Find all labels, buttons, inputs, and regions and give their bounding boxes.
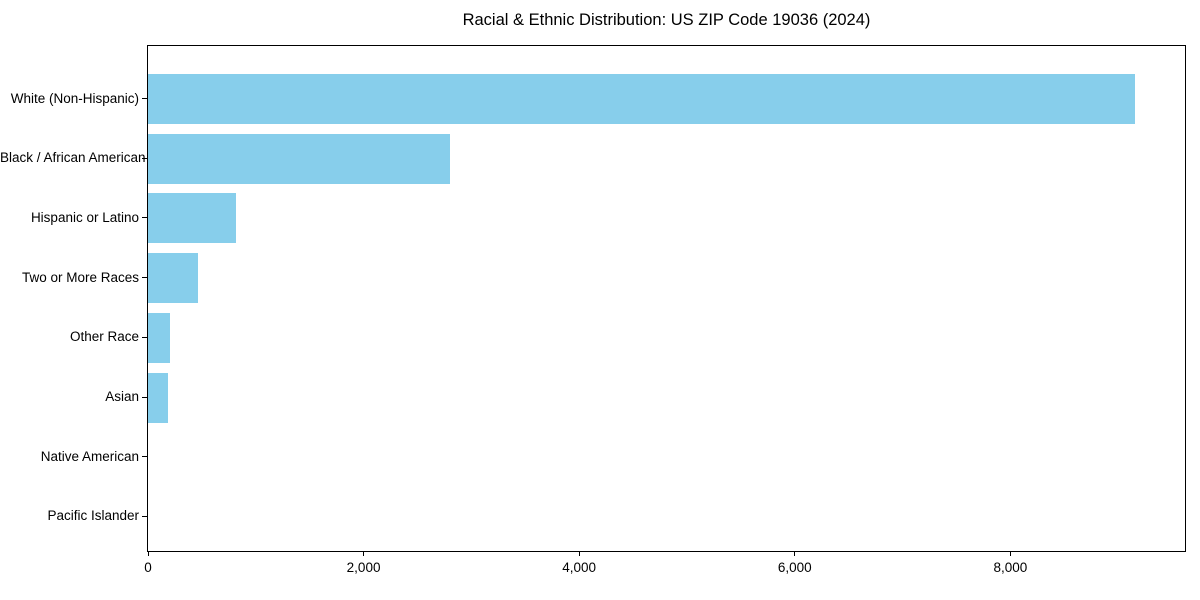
y-tick-mark (142, 217, 147, 219)
bar-other-race (148, 312, 171, 363)
y-tick-mark (142, 515, 147, 517)
y-tick-label: Native American (40, 448, 139, 464)
y-tick-label: Other Race (69, 329, 139, 345)
bar-hispanic-or-latino (148, 193, 236, 244)
x-tick-mark (578, 552, 580, 556)
x-tick-label: 8,000 (993, 560, 1028, 575)
x-tick-label: 0 (144, 560, 152, 575)
y-tick-label: Asian (105, 389, 139, 404)
y-tick-label: Hispanic or Latino (30, 209, 139, 225)
plot-area (147, 45, 1186, 552)
y-tick-mark (142, 336, 147, 338)
x-tick-mark (363, 552, 365, 556)
x-tick-mark (1009, 552, 1011, 556)
bar-black-african-american (148, 133, 450, 184)
bar-white-non-hispanic (148, 74, 1136, 124)
x-tick-label: 2,000 (346, 560, 381, 575)
x-tick-label: 4,000 (562, 560, 597, 575)
y-tick-mark (142, 396, 147, 398)
x-tick-mark (147, 552, 149, 556)
y-tick-mark (142, 277, 147, 279)
y-tick-label: White (Non-Hispanic) (10, 90, 139, 106)
bar-two-or-more-races (148, 253, 198, 304)
x-tick-mark (794, 552, 796, 556)
chart-title: Racial & Ethnic Distribution: US ZIP Cod… (462, 11, 871, 29)
y-tick-label: Black / African American (0, 150, 146, 166)
bar-asian (148, 372, 169, 423)
x-tick-label: 6,000 (777, 560, 812, 575)
y-tick-mark (142, 456, 147, 458)
y-tick-mark (142, 157, 147, 159)
y-tick-label: Two or More Races (21, 269, 139, 285)
y-tick-label: Pacific Islander (47, 508, 139, 524)
y-tick-mark (142, 98, 147, 99)
